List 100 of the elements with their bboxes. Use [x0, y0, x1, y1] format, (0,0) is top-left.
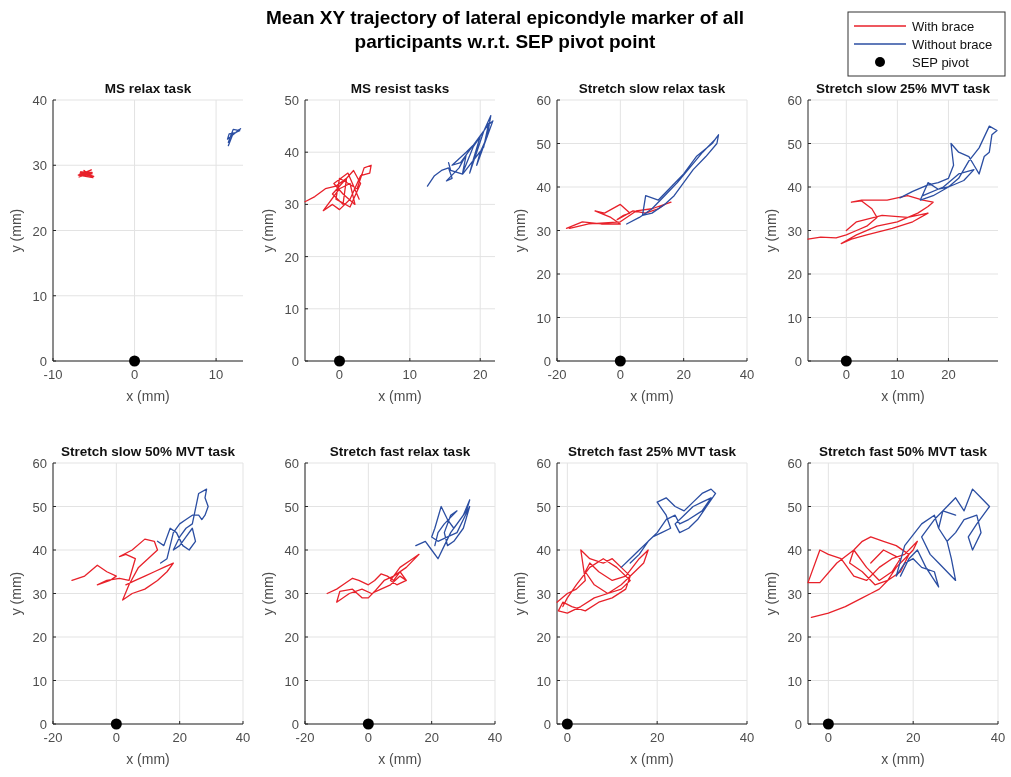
x-tick-label: 0: [824, 730, 832, 745]
y-tick-label: 20: [536, 267, 551, 282]
x-axis-title: x (mm): [881, 388, 925, 404]
line-series: [620, 488, 717, 569]
y-tick-label: 20: [787, 267, 802, 282]
y-tick-label: 0: [543, 717, 551, 732]
y-tick-label: 10: [32, 288, 47, 304]
y-tick-label: 30: [787, 223, 802, 239]
x-tick-label: 40: [487, 730, 503, 745]
x-tick-label: 0: [563, 730, 571, 745]
y-tick-label: 10: [536, 673, 551, 689]
y-tick-label: 40: [284, 543, 299, 558]
x-tick-label: 20: [472, 367, 488, 382]
y-tick-label: 30: [284, 197, 299, 213]
x-tick-label: -20: [547, 367, 567, 382]
y-tick-label: 50: [787, 136, 802, 152]
x-tick-label: -20: [43, 730, 63, 745]
line-series: [895, 488, 991, 588]
y-tick-label: 0: [39, 717, 47, 732]
y-tick-label: 0: [291, 354, 299, 369]
x-tick-label: 10: [402, 367, 418, 382]
y-tick-label: 30: [787, 586, 802, 602]
y-tick-label: 20: [32, 223, 47, 239]
x-tick-label: 40: [739, 367, 755, 382]
line-series: [326, 553, 420, 603]
y-tick-label: 50: [32, 499, 47, 515]
y-tick-label: 0: [39, 354, 47, 369]
y-axis-title: y (mm): [763, 208, 779, 253]
y-tick-label: 30: [284, 586, 299, 602]
y-tick-label: 60: [536, 93, 551, 108]
y-axis-title: y (mm): [8, 208, 24, 253]
line-series: [426, 115, 494, 187]
y-tick-label: 0: [291, 717, 299, 732]
y-axis-title: y (mm): [512, 571, 528, 616]
chart-title: Stretch fast 25% MVT task: [567, 444, 737, 459]
y-axis-title: y (mm): [8, 571, 24, 616]
x-tick-label: 20: [649, 730, 665, 745]
x-axis-title: x (mm): [126, 751, 170, 767]
legend-label: SEP pivot: [912, 55, 970, 70]
x-tick-label: -20: [295, 730, 315, 745]
x-axis-title: x (mm): [378, 751, 422, 767]
x-axis-title: x (mm): [126, 388, 170, 404]
y-tick-label: 0: [794, 717, 802, 732]
y-tick-label: 50: [536, 499, 551, 515]
chart-title: Stretch fast 50% MVT task: [818, 444, 988, 459]
y-axis-title: y (mm): [512, 208, 528, 253]
chart-title: Stretch fast relax task: [329, 444, 471, 459]
y-tick-label: 40: [787, 543, 802, 558]
x-tick-label: 10: [208, 367, 224, 382]
y-tick-label: 60: [787, 456, 802, 471]
y-tick-label: 50: [536, 136, 551, 152]
x-tick-label: 0: [364, 730, 372, 745]
y-tick-label: 60: [536, 456, 551, 471]
chart-title: Stretch slow relax task: [578, 81, 726, 96]
chart-title: Stretch slow 50% MVT task: [60, 444, 236, 459]
y-tick-label: 20: [284, 630, 299, 645]
y-tick-label: 30: [536, 223, 551, 239]
line-series: [626, 134, 720, 225]
line-series: [71, 538, 174, 601]
y-axis-title: y (mm): [260, 571, 276, 616]
line-series: [415, 499, 471, 560]
y-tick-label: 10: [536, 310, 551, 326]
y-tick-label: 40: [284, 145, 299, 161]
y-tick-label: 40: [536, 180, 551, 195]
y-tick-label: 50: [284, 93, 299, 108]
x-axis-title: x (mm): [881, 751, 925, 767]
line-series: [807, 195, 934, 245]
y-tick-label: 30: [32, 586, 47, 602]
line-series: [899, 125, 998, 201]
x-axis-title: x (mm): [630, 751, 674, 767]
x-tick-label: 40: [739, 730, 755, 745]
x-tick-label: 20: [905, 730, 921, 745]
x-tick-label: 20: [424, 730, 439, 745]
y-tick-label: 40: [32, 93, 47, 108]
x-tick-label: 0: [335, 367, 344, 382]
legend-label: Without brace: [912, 37, 993, 52]
legend-label: With brace: [912, 19, 975, 34]
x-tick-label: 40: [990, 730, 1006, 745]
y-tick-label: 10: [787, 310, 802, 326]
x-tick-label: 0: [616, 367, 624, 382]
chart-title: Stretch slow 25% MVT task: [815, 81, 991, 96]
y-tick-label: 10: [284, 301, 299, 317]
y-tick-label: 30: [32, 158, 47, 174]
x-tick-label: -10: [43, 367, 63, 382]
y-tick-label: 0: [543, 354, 551, 369]
chart-title: MS resist tasks: [350, 81, 450, 96]
y-tick-label: 20: [284, 249, 299, 265]
y-tick-label: 60: [787, 93, 802, 108]
y-axis-title: y (mm): [763, 571, 779, 616]
x-tick-label: 0: [842, 367, 850, 382]
y-tick-label: 10: [32, 673, 47, 689]
x-tick-label: 20: [172, 730, 187, 745]
x-tick-label: 0: [130, 367, 139, 382]
x-tick-label: 10: [890, 367, 905, 382]
y-tick-label: 60: [284, 456, 299, 471]
y-tick-label: 40: [32, 543, 47, 558]
line-series: [77, 169, 95, 179]
y-tick-label: 30: [536, 586, 551, 602]
x-axis-title: x (mm): [630, 388, 674, 404]
x-tick-label: 20: [676, 367, 691, 382]
